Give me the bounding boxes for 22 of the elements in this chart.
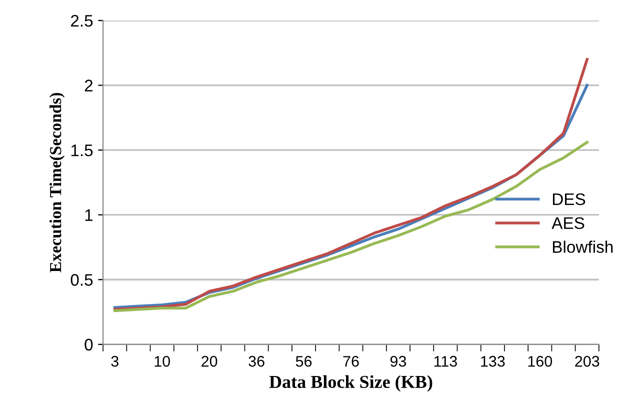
x-axis-title: Data Block Size (KB): [269, 375, 432, 392]
y-tick-label: 1.5: [71, 144, 93, 156]
x-tick-label: 20: [202, 356, 218, 367]
x-tick-label: 3: [111, 356, 118, 367]
y-tick-label: 0: [84, 338, 93, 351]
x-tick-label: 133: [481, 356, 505, 367]
x-tick-label: 36: [248, 356, 264, 367]
x-tick-label: 160: [528, 356, 552, 367]
legend-label: DES: [552, 193, 586, 206]
x-tick-label: 76: [343, 356, 359, 367]
y-tick-label: 0.5: [70, 274, 93, 286]
x-tick-label: 203: [575, 356, 600, 367]
x-tick-label: 10: [154, 356, 170, 367]
y-axis-title: Execution Time(Seconds): [49, 92, 65, 272]
x-tick-label: 93: [390, 356, 406, 367]
y-tick-label: 2: [84, 80, 92, 92]
x-tick-label: 56: [296, 356, 312, 367]
y-tick-label: 2.5: [70, 14, 93, 27]
x-tick-label: 113: [434, 356, 457, 367]
legend-label: AES: [552, 217, 584, 230]
y-tick-label: 1: [85, 209, 93, 221]
legend-label: Blowfish: [552, 240, 613, 253]
